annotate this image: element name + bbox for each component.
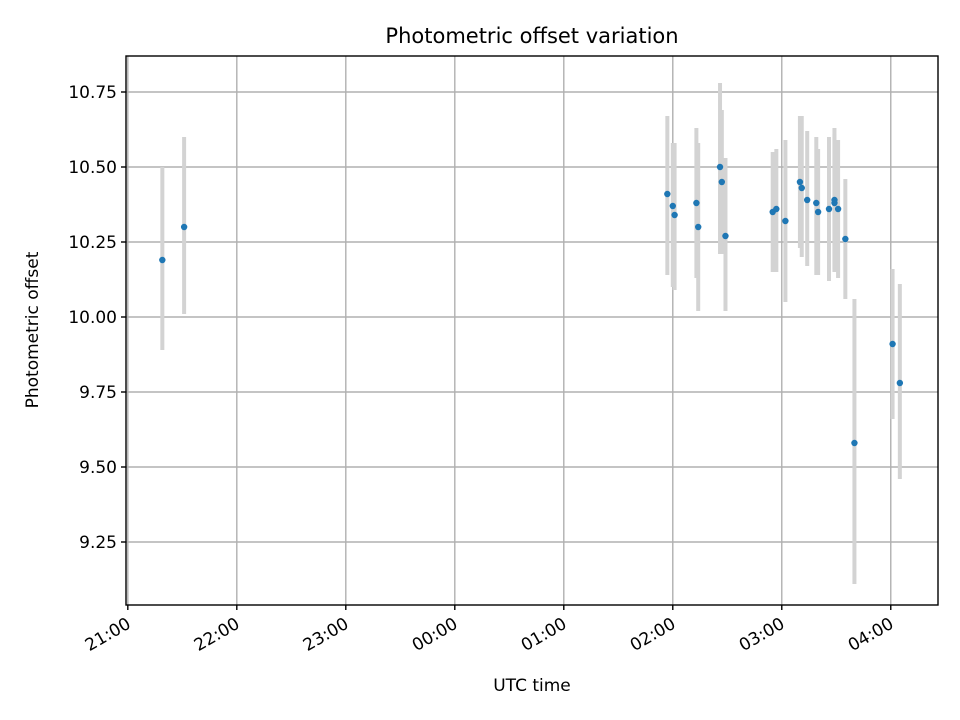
x-tick-label: 22:00	[191, 614, 243, 656]
error-bars	[160, 83, 902, 584]
data-point	[842, 235, 849, 243]
y-tick-label: 9.75	[79, 383, 117, 403]
data-point	[851, 439, 858, 447]
data-point	[814, 208, 822, 216]
data-point	[180, 223, 188, 231]
x-tick-label: 23:00	[300, 614, 352, 656]
y-tick-label: 10.00	[68, 308, 117, 328]
y-tick-label: 10.75	[68, 83, 117, 103]
data-point	[896, 379, 904, 387]
data-point	[834, 205, 842, 213]
x-tick-label: 01:00	[518, 614, 570, 656]
data-point	[773, 205, 780, 213]
data-point	[669, 202, 676, 210]
x-tick-label: 03:00	[736, 614, 788, 656]
x-tick-label: 00:00	[409, 614, 461, 656]
y-tick-label: 10.25	[68, 233, 117, 253]
y-tick-label: 9.25	[79, 533, 117, 553]
x-tick-label: 04:00	[845, 614, 897, 656]
data-point	[722, 232, 729, 240]
data-point	[671, 211, 678, 219]
x-tick-label: 21:00	[82, 614, 134, 656]
y-axis-label: Photometric offset	[23, 251, 43, 408]
data-point	[796, 178, 804, 186]
data-point	[782, 217, 789, 225]
data-points	[159, 163, 904, 447]
data-point	[693, 199, 700, 207]
y-axis-ticks: 9.25 9.50 9.75 10.00 10.25 10.50 10.75	[68, 83, 126, 553]
data-point	[889, 340, 896, 348]
data-point	[159, 256, 166, 264]
data-point	[716, 163, 724, 171]
plot-frame	[125, 55, 939, 606]
x-axis-label: UTC time	[493, 676, 571, 696]
data-point	[718, 178, 726, 186]
data-point	[825, 205, 833, 213]
data-point	[831, 199, 838, 207]
data-point	[804, 196, 811, 204]
data-point	[664, 190, 671, 198]
chart-title: Photometric offset variation	[385, 24, 678, 48]
data-point	[798, 184, 805, 192]
data-point	[813, 199, 820, 207]
x-axis-ticks: 21:00 22:00 23:00 00:00 01:00 02:00 03:00 04:00	[82, 605, 897, 656]
data-point	[695, 223, 702, 231]
x-tick-label: 02:00	[627, 614, 679, 656]
y-tick-label: 9.50	[79, 458, 117, 478]
y-tick-label: 10.50	[68, 158, 117, 178]
